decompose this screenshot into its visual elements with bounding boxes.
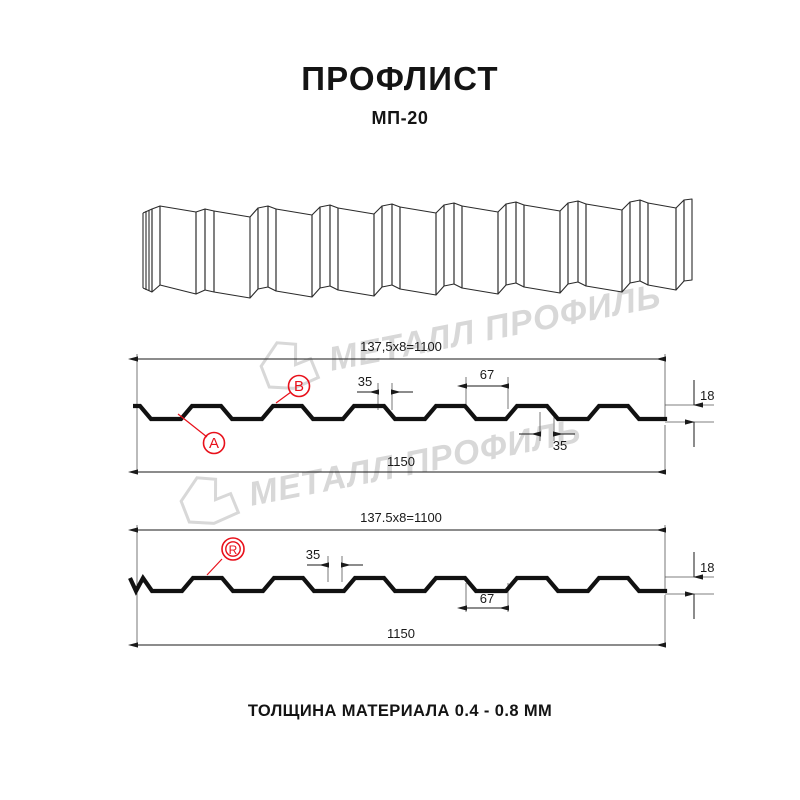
profile-r-height-label: 18 bbox=[700, 560, 714, 575]
balloon-b-label: B bbox=[294, 378, 304, 395]
profile-r-dim-rib-top: 67 bbox=[457, 591, 509, 611]
balloon-b: B bbox=[275, 374, 311, 404]
footer-block: ТОЛЩИНА МАТЕРИАЛА 0.4 - 0.8 ММ bbox=[0, 702, 800, 721]
profile-a-section-outline bbox=[133, 403, 668, 422]
profile-r-dim-pitch: 137.5x8=1100 bbox=[128, 510, 666, 533]
profile-r-dim-width: 1150 bbox=[128, 626, 666, 648]
profile-a-gap-right-label: 35 bbox=[553, 438, 567, 453]
profile-view-a: 137,5x8=1100 1150 35 67 35 18 bbox=[128, 339, 714, 475]
profile-a-width-label: 1150 bbox=[387, 454, 415, 469]
balloon-r: R bbox=[206, 537, 245, 576]
profile-view-r: 137.5x8=1100 1150 35 67 18 bbox=[128, 510, 714, 648]
profile-a-dim-height: 18 bbox=[685, 380, 714, 447]
profile-r-width-label: 1150 bbox=[387, 626, 415, 641]
profile-r-rib-top-label: 67 bbox=[480, 591, 494, 606]
balloon-a-label: A bbox=[209, 435, 219, 452]
profile-a-rib-top-label: 67 bbox=[480, 367, 494, 382]
isometric-view bbox=[142, 198, 693, 299]
profile-r-gap-label: 35 bbox=[306, 547, 320, 562]
profile-a-gap-left-label: 35 bbox=[358, 374, 372, 389]
profile-a-pitch-label: 137,5x8=1100 bbox=[360, 339, 442, 354]
profile-a-dim-width: 1150 bbox=[128, 454, 666, 475]
watermark-label: МЕТАЛЛ ПРОФИЛЬ bbox=[326, 277, 665, 379]
profile-r-dim-height: 18 bbox=[685, 552, 714, 619]
watermark-logo-icon-2 bbox=[179, 476, 241, 525]
profile-a-dim-gap-left: 35 bbox=[357, 374, 413, 395]
profile-r-section-outline bbox=[128, 573, 668, 596]
profile-a-dim-rib-top: 67 bbox=[457, 367, 509, 389]
profile-r-pitch-label: 137.5x8=1100 bbox=[360, 510, 442, 525]
material-thickness-note: ТОЛЩИНА МАТЕРИАЛА 0.4 - 0.8 ММ bbox=[247, 702, 553, 720]
profile-a-dim-gap-right: 35 bbox=[519, 431, 575, 453]
profile-r-dim-gap: 35 bbox=[306, 547, 363, 568]
balloon-r-label: R bbox=[229, 543, 238, 557]
profile-a-dim-pitch: 137,5x8=1100 bbox=[128, 339, 666, 362]
profile-a-height-label: 18 bbox=[700, 388, 714, 403]
balloon-a: A bbox=[177, 413, 226, 455]
